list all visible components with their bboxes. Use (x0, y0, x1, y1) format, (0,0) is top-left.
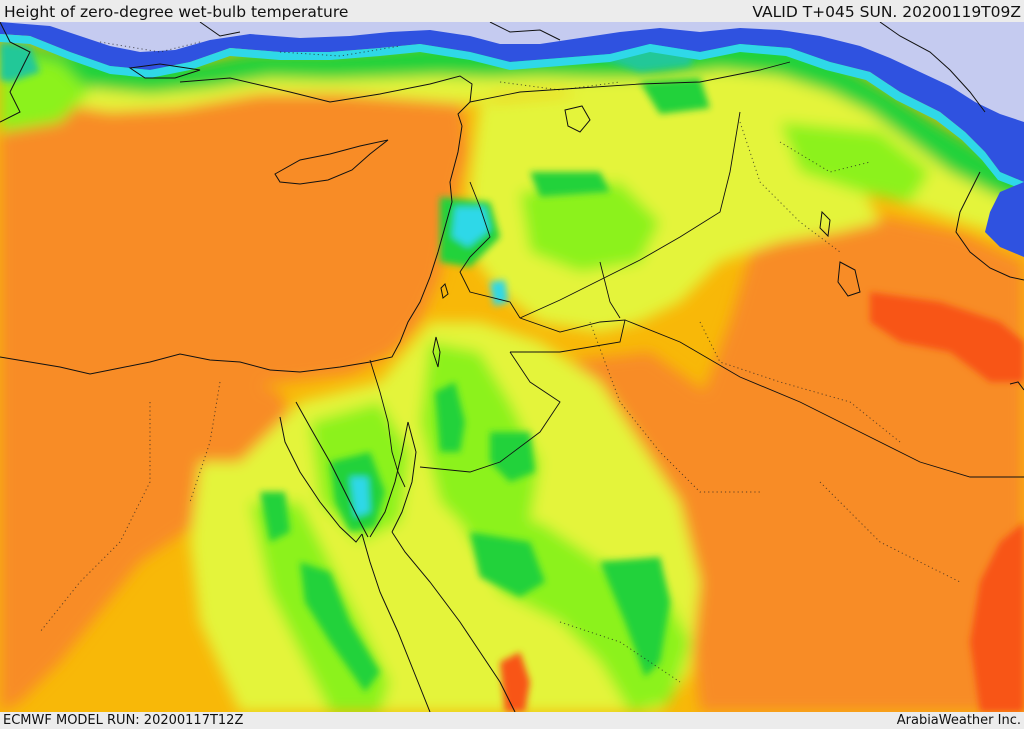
field-green-nile (260, 492, 290, 542)
coastlines (0, 22, 1024, 712)
field-cyan-golan (490, 280, 508, 306)
field-green-nile-2 (300, 562, 380, 692)
country-borders (369, 61, 1024, 488)
model-run: ECMWF MODEL RUN: 20200117T12Z (3, 713, 244, 728)
map-header: Height of zero-degree wet-bulb temperatu… (0, 0, 1024, 22)
field-red-southeast (970, 522, 1024, 712)
field-syria-iraq (470, 92, 880, 332)
weather-map[interactable] (0, 22, 1024, 712)
field-mediterranean (0, 84, 468, 427)
field-cyan-north-edge (0, 34, 1024, 190)
field-north-coast (0, 52, 1024, 242)
internal-boundaries (39, 41, 961, 683)
field-syria-green (520, 182, 660, 272)
field-green-saudi-1 (470, 532, 545, 597)
map-title: Height of zero-degree wet-bulb temperatu… (4, 3, 349, 21)
valid-time: VALID T+045 SUN. 20200119T09Z (752, 3, 1021, 21)
map-canvas[interactable] (0, 22, 1024, 712)
field-lightest-north (0, 22, 1024, 122)
field-cyan-lebanon (452, 207, 490, 247)
credit: ArabiaWeather Inc. (896, 713, 1021, 728)
field-green-jordan-1 (435, 382, 465, 452)
field-green-turkey (640, 78, 710, 114)
field-coast-green (0, 32, 1024, 207)
field-east-green (780, 122, 930, 202)
field-egypt-west (0, 372, 300, 712)
field-blue-east (985, 182, 1024, 257)
field-red-east (870, 292, 1024, 382)
field-green-syria (530, 172, 610, 197)
field-cyan-sinai (350, 477, 370, 517)
field-green-saudi-2 (600, 557, 670, 677)
map-footer: ECMWF MODEL RUN: 20200117T12Z ArabiaWeat… (0, 712, 1024, 729)
